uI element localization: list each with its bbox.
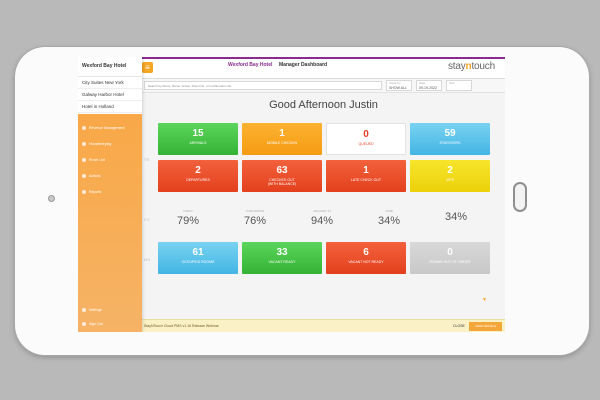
sidebar-item-housekeeping[interactable]: Housekeeping: [82, 142, 111, 147]
occupancy-june: June 34%: [377, 209, 401, 227]
out-of-order-tile[interactable]: 0 Rooms Out of Order: [410, 242, 490, 274]
occupied-rooms-tile[interactable]: 61 Occupied Rooms: [158, 242, 238, 274]
accent-stripe: [78, 57, 505, 59]
sidebar-item-reports[interactable]: Reports: [82, 190, 101, 195]
view-details-button[interactable]: VIEW DETAILS: [469, 322, 502, 331]
sidebar-hotel-header[interactable]: Wexford Bay Hotel: [78, 57, 142, 77]
scroll-down-icon[interactable]: ▼: [482, 297, 487, 303]
section-label-activity: TS: [144, 157, 150, 162]
sidebar-item-actions[interactable]: Actions: [82, 174, 100, 179]
sidebar-item-revenue[interactable]: Revenue Management: [82, 126, 124, 131]
search-row: Search by Room, Name, Group, Room No. or…: [78, 79, 505, 93]
sidebar-nav: Revenue Management Housekeeping Rover Li…: [78, 114, 142, 332]
date-select[interactable]: Date 09-19-2022: [416, 80, 442, 91]
sort-select[interactable]: Sort: [446, 80, 472, 91]
occupancy-period: 34%: [444, 211, 468, 223]
gear-icon: [82, 308, 86, 313]
show-by-select[interactable]: Show by SHOW ALL: [386, 80, 412, 91]
banner-text: StayNTouch Cloud PMS v1.16 Release Webin…: [144, 324, 219, 328]
hotel-option[interactable]: Hotel in Holland: [78, 101, 142, 113]
occupancy-tomorrow: Tomorrow 76%: [243, 209, 267, 227]
occupancy-january: January 21 94%: [310, 209, 334, 227]
hotel-option[interactable]: Galway Harbor Hotel: [78, 89, 142, 101]
vacant-not-ready-tile[interactable]: 6 Vacant Not Ready: [326, 242, 406, 274]
top-bar: ≡ Wexford Bay Hotel Manager Dashboard st…: [78, 57, 505, 79]
section-label-rooms: MS: [144, 257, 150, 262]
sidebar-item-rover[interactable]: Rover List: [82, 158, 105, 163]
greeting: Good Afternoon Justin: [269, 99, 378, 111]
section-label-occupancy: CY: [144, 217, 150, 222]
report-icon: [82, 190, 86, 195]
mobile-checkin-tile[interactable]: 1 Mobile Checkin: [242, 123, 322, 155]
home-button[interactable]: [513, 182, 527, 212]
dashboard-title: Manager Dashboard: [279, 62, 328, 68]
power-icon: [82, 322, 86, 327]
queued-tile[interactable]: 0 Queued: [326, 123, 406, 155]
list-icon: [82, 158, 86, 163]
banner-close-button[interactable]: CLOSE: [453, 324, 465, 328]
hamburger-icon[interactable]: ≡: [142, 62, 153, 73]
departures-tile[interactable]: 2 Departures: [158, 160, 238, 192]
stayovers-tile[interactable]: 59 Stayovers: [410, 123, 490, 155]
occupancy-today: Today 79%: [176, 209, 200, 227]
arrivals-tile[interactable]: 15 Arrivals: [158, 123, 238, 155]
hotel-title[interactable]: Wexford Bay Hotel: [228, 62, 273, 68]
sidebar-item-settings[interactable]: Settings: [82, 308, 102, 313]
camera-icon: [48, 195, 55, 202]
checked-out-tile[interactable]: 63 Checked Out (With Balance): [242, 160, 322, 192]
sidebar: Wexford Bay Hotel City Suites New York G…: [78, 57, 142, 332]
app-screen: ≡ Wexford Bay Hotel Manager Dashboard st…: [78, 57, 505, 332]
vacant-ready-tile[interactable]: 33 Vacant Ready: [242, 242, 322, 274]
release-banner: StayNTouch Cloud PMS v1.16 Release Webin…: [142, 319, 505, 332]
hotel-option[interactable]: City Suites New York: [78, 77, 142, 89]
staynTouch-logo: stayntouch: [448, 61, 495, 72]
chart-icon: [82, 126, 86, 131]
check-icon: [82, 174, 86, 179]
broom-icon: [82, 142, 86, 147]
sidebar-item-signout[interactable]: Sign Out: [82, 322, 103, 327]
search-input[interactable]: Search by Room, Name, Group, Room No. or…: [144, 81, 382, 90]
hotel-list: City Suites New York Galway Harbor Hotel…: [78, 77, 142, 113]
late-checkout-tile[interactable]: 1 Late Check Out: [326, 160, 406, 192]
vips-tile[interactable]: 2 VIPs: [410, 160, 490, 192]
